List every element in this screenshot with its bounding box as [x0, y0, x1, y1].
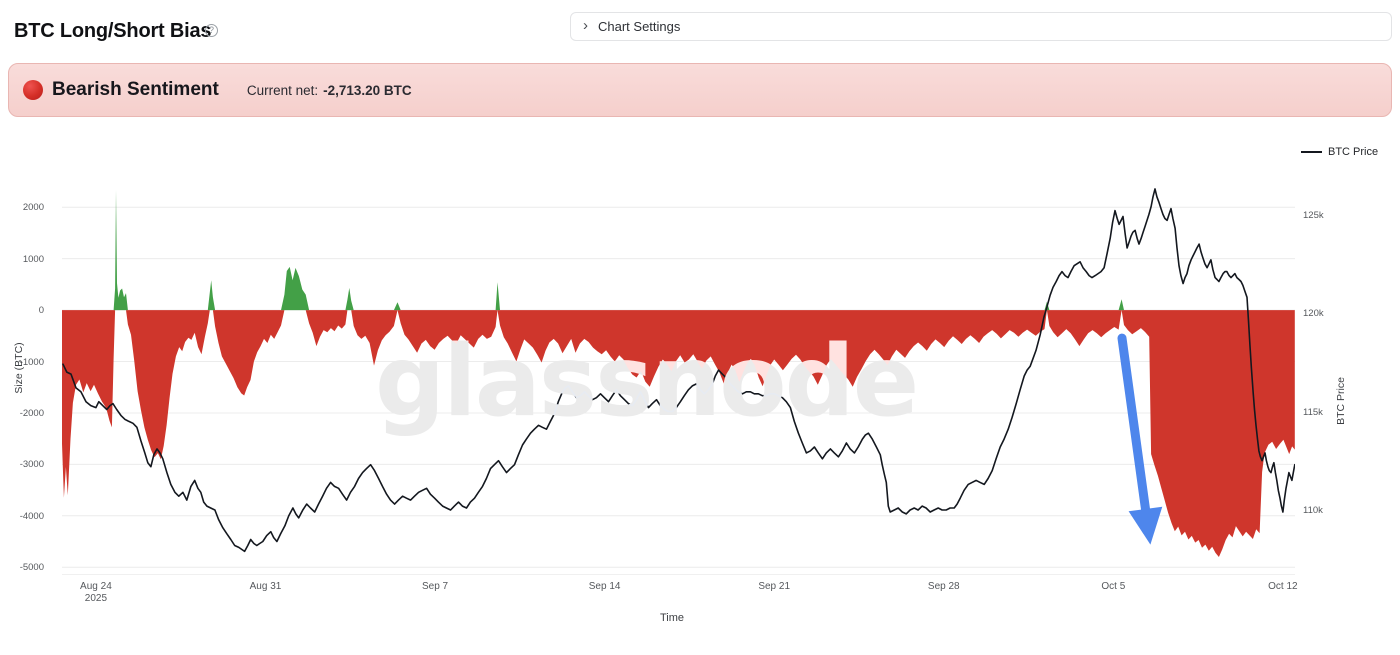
y-axis-tick-left: -4000: [19, 510, 44, 522]
x-axis-ticks: Aug 24 2025 Aug 31 Sep 7 Sep 14 Sep 21 Sep 28 O…: [62, 581, 1298, 611]
bearish-dot-icon: [23, 80, 43, 100]
chart-settings-panel[interactable]: › Chart Settings: [570, 12, 1392, 41]
legend-line-swatch: [1301, 151, 1322, 153]
x-axis-tick: Sep 21: [758, 581, 791, 592]
y-axis-tick-right: 110k: [1303, 504, 1323, 516]
sentiment-banner: Bearish Sentiment Current net: -2,713.20…: [8, 63, 1392, 117]
page-title: BTC Long/Short Bias: [14, 20, 212, 42]
y-axis-tick-left: -2000: [19, 407, 44, 419]
x-axis-tick: Sep 28: [927, 581, 960, 592]
chevron-right-icon: ›: [583, 17, 588, 34]
legend-label: BTC Price: [1328, 146, 1379, 158]
y-axis-tick-left: 1000: [22, 253, 44, 265]
down-arrow-shaft: [1117, 333, 1151, 520]
chart-area[interactable]: [62, 183, 1295, 575]
y-axis-tick-left: -3000: [19, 459, 44, 471]
legend-item-btc-price[interactable]: BTC Price: [1301, 146, 1378, 158]
x-axis-tick: Aug 24 2025: [80, 581, 112, 604]
y-axis-tick-right: 115k: [1303, 406, 1323, 418]
x-axis-tick: Oct 5: [1101, 581, 1126, 592]
help-icon[interactable]: ?: [205, 24, 218, 37]
y-axis-left-ticks: 2000 1000 0 -1000 -2000 -3000 -4000 -5000: [0, 183, 44, 575]
current-net-value: -2,713.20 BTC: [323, 82, 412, 98]
x-axis-tick: Sep 14: [588, 581, 621, 592]
y-axis-tick-left: -5000: [19, 562, 44, 574]
btc-price-line: [62, 188, 1295, 553]
bias-price-chart[interactable]: [62, 183, 1295, 575]
x-axis-title: Time: [660, 612, 685, 624]
bias-area-negative: [62, 310, 1295, 557]
y-axis-tick-right: 125k: [1303, 209, 1324, 221]
y-axis-tick-left: -1000: [19, 356, 44, 368]
bias-area-positive: [62, 190, 1295, 311]
y-axis-right-ticks: 125k 120k 115k 110k: [1303, 183, 1363, 575]
current-net-label: Current net:: [246, 82, 319, 98]
y-axis-title-left: Size (BTC): [13, 342, 25, 394]
down-arrow-head: [1128, 506, 1163, 545]
y-axis-tick-left: 2000: [22, 202, 44, 214]
y-axis-tick-right: 120k: [1303, 308, 1324, 319]
x-axis-tick: Oct 12: [1268, 581, 1298, 592]
y-axis-tick-left: 0: [38, 305, 44, 317]
x-axis-tick: Aug 31: [249, 581, 282, 592]
x-axis-tick: Sep 7: [421, 581, 449, 592]
chart-settings-label: Chart Settings: [598, 19, 681, 34]
y-axis-title-right: BTC Price: [1335, 377, 1347, 425]
sentiment-title: Bearish Sentiment: [52, 79, 219, 100]
